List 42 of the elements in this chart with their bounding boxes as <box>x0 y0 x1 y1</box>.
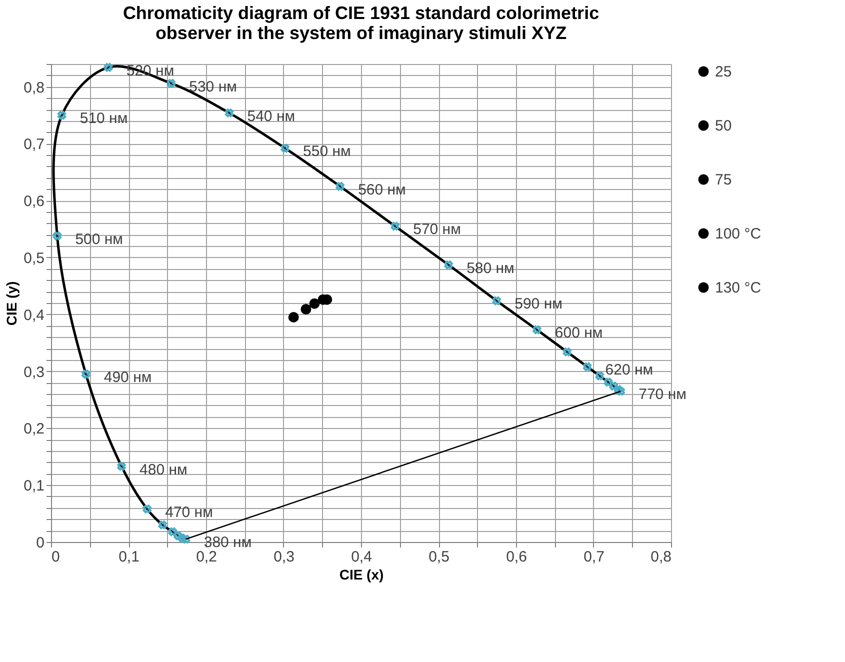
annotation: 500 нм <box>75 230 123 248</box>
x-axis-title: CIE (x) <box>339 566 384 582</box>
y-axis-title: CIE (y) <box>4 281 20 326</box>
y-tick-label: 0,7 <box>24 136 44 154</box>
y-tick-label: 0,2 <box>24 420 44 438</box>
legend-label: 25 <box>715 64 732 80</box>
y-tick-label: 0 <box>36 534 44 552</box>
annotation: 550 нм <box>303 143 351 160</box>
text: Chromaticity diagram of CIE 1931 standard colorimetric <box>122 3 600 23</box>
annotation: 620 нм <box>605 362 654 379</box>
x-tick-label: 0,8 <box>650 548 672 566</box>
annotation: 600 нм <box>554 324 603 342</box>
legend-label: 75 <box>715 172 732 188</box>
y-tick-label: 0,3 <box>24 364 44 381</box>
x-tick-label: 0 <box>52 548 60 566</box>
annotation: 560 нм <box>358 181 406 198</box>
annotation: 480 нм <box>140 461 188 478</box>
annotation: 510 нм <box>80 110 128 128</box>
annotation: 770 нм <box>638 386 686 404</box>
legend-label: 130 °C <box>715 280 762 296</box>
y-tick-label: 0,5 <box>24 250 44 267</box>
text: observer in the system of imaginary stimuli XYZ <box>155 23 567 43</box>
annotation: 540 нм <box>247 108 296 125</box>
legend-label: 50 <box>715 118 732 134</box>
x-tick-label: 0,4 <box>351 548 372 566</box>
annotation: 490 нм <box>104 369 152 386</box>
legend-label: 100 °C <box>715 226 762 242</box>
annotation: 580 нм <box>466 260 514 277</box>
annotation: 530 нм <box>189 78 237 96</box>
y-tick-label: 0,1 <box>24 478 44 495</box>
x-tick-label: 0,1 <box>118 548 140 566</box>
x-tick-label: 0,6 <box>506 548 527 566</box>
y-tick-label: 0,8 <box>24 79 44 96</box>
x-tick-label: 0,5 <box>428 548 450 566</box>
x-tick-label: 0,7 <box>584 548 604 566</box>
x-tick-label: 0,2 <box>196 548 217 566</box>
annotation: 590 нм <box>514 296 562 313</box>
y-tick-label: 0,4 <box>24 306 44 324</box>
annotation: 470 нм <box>165 504 213 521</box>
y-tick-label: 0,6 <box>24 193 44 210</box>
annotation: 570 нм <box>413 221 461 238</box>
x-tick-label: 0,3 <box>274 548 294 566</box>
